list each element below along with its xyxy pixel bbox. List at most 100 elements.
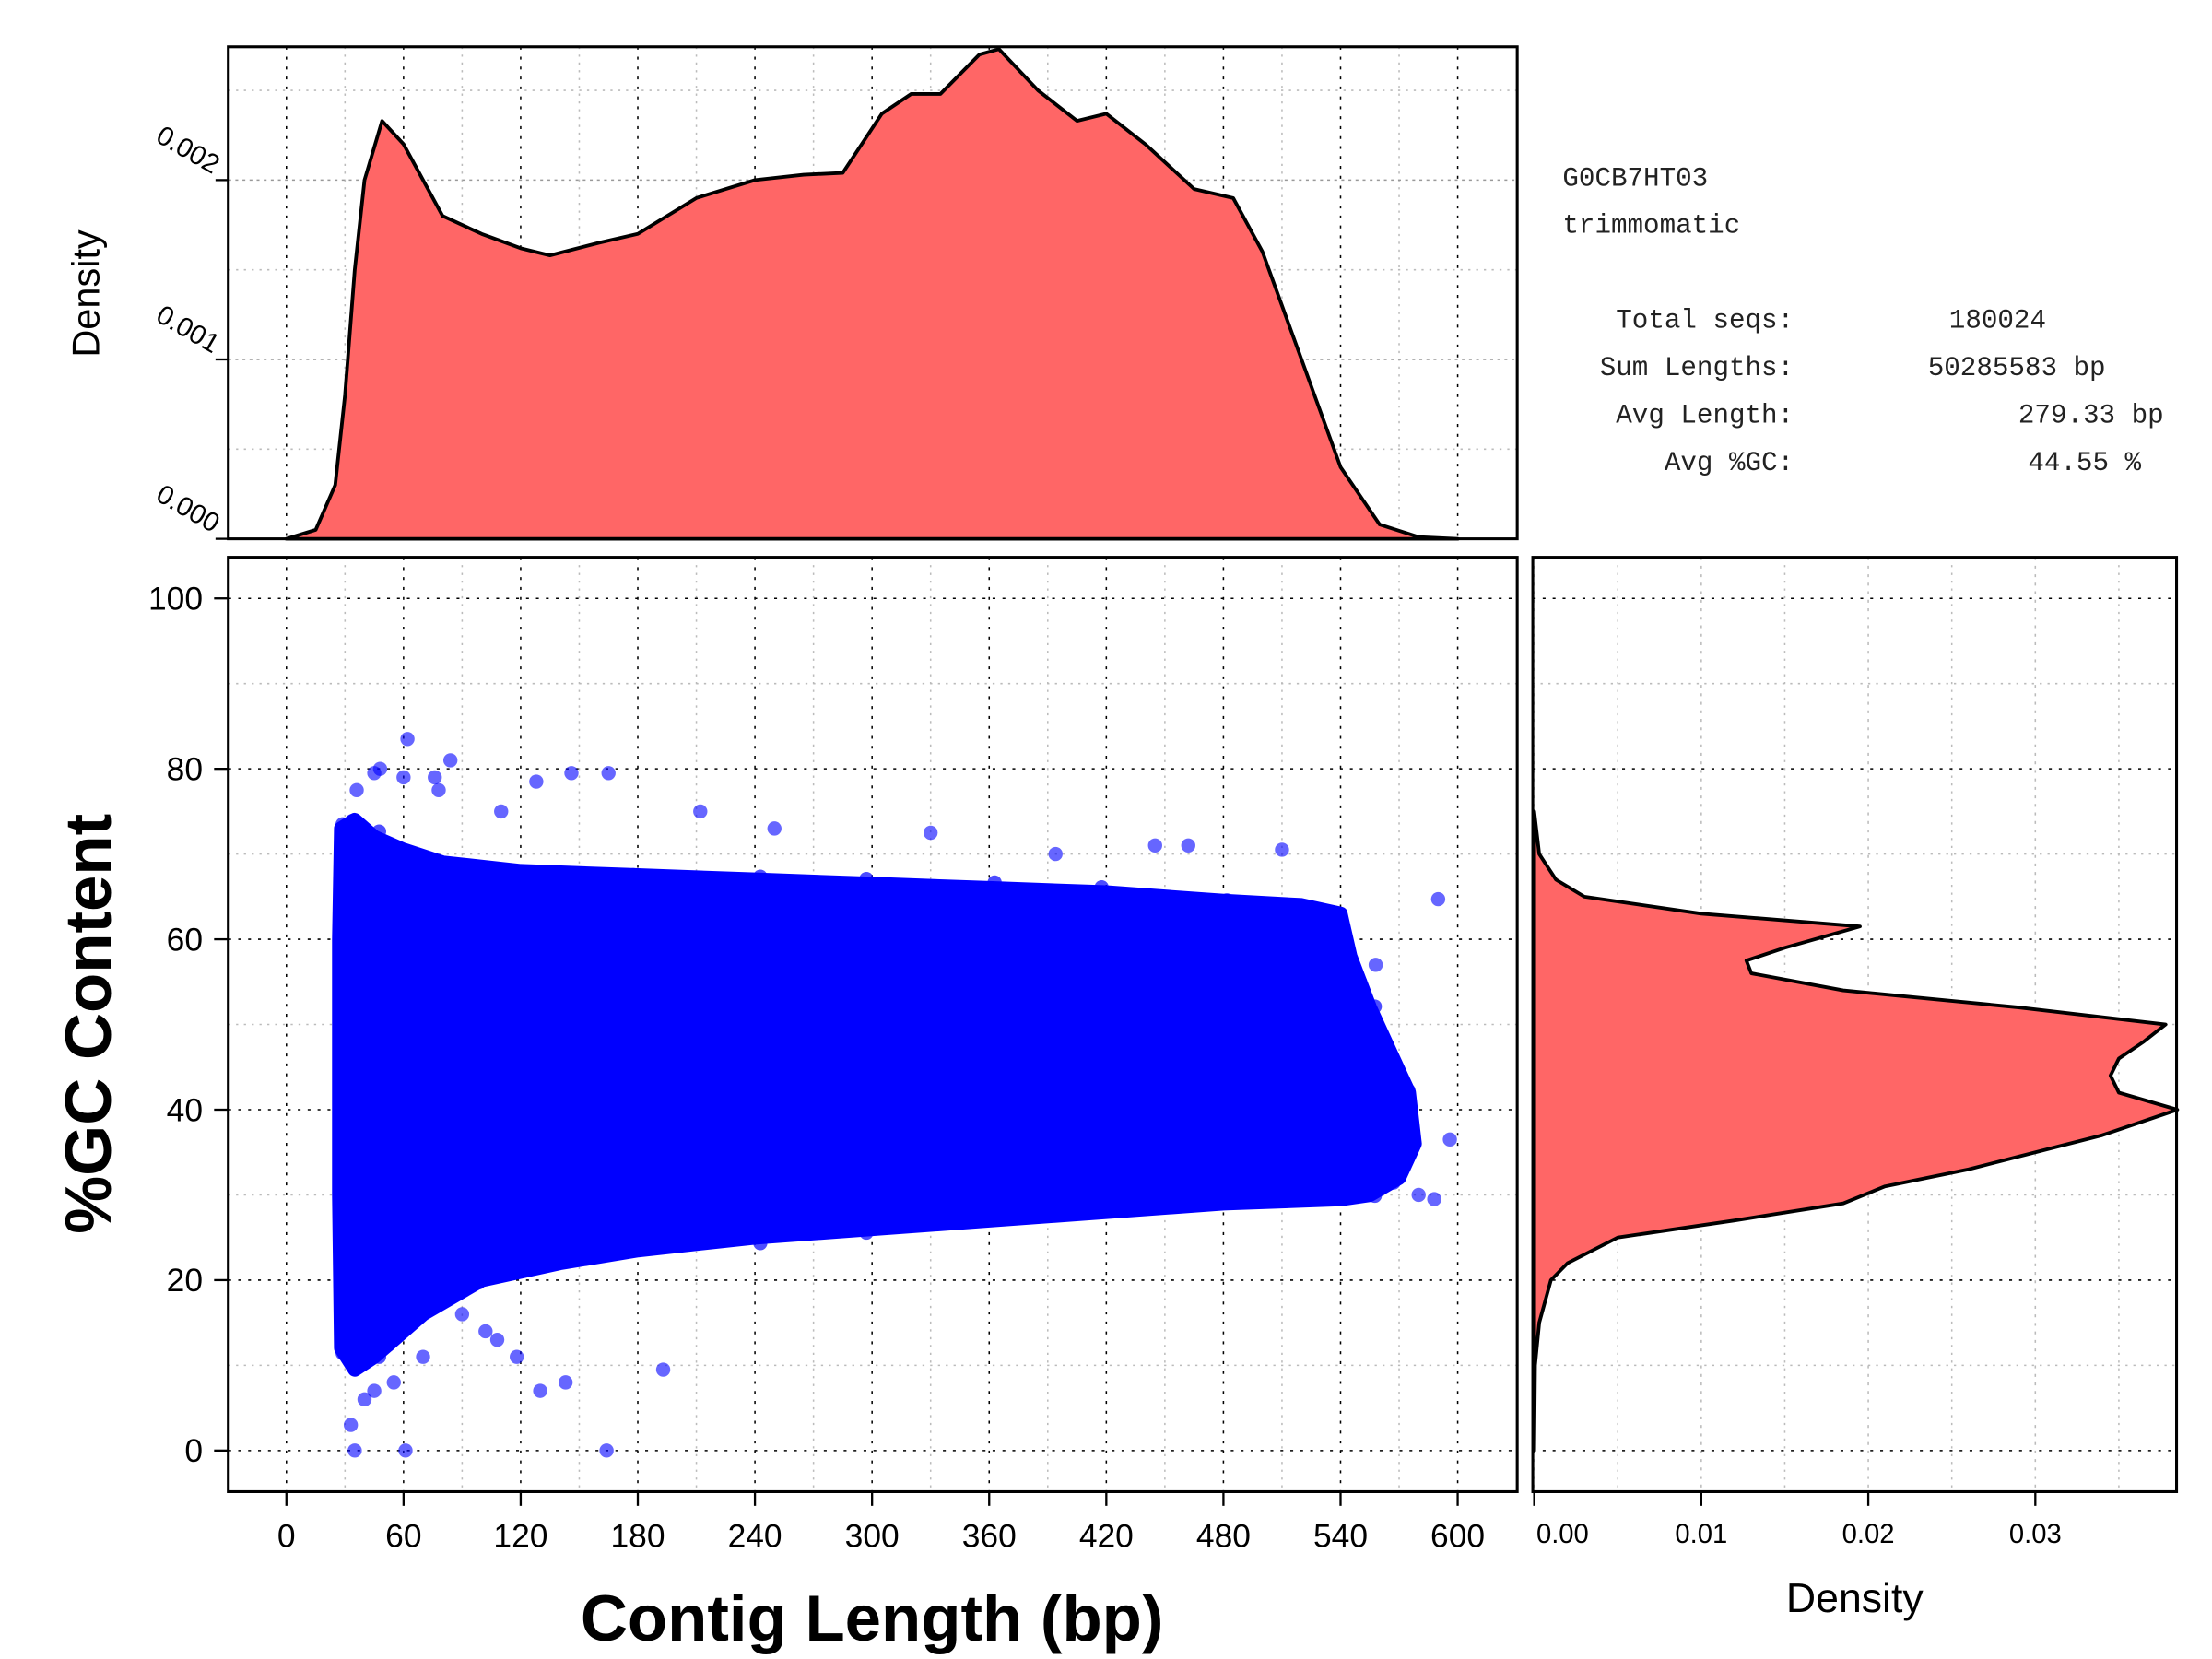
data-point: [533, 1383, 547, 1398]
data-point: [1379, 1037, 1394, 1052]
data-point: [564, 766, 579, 781]
data-point: [1386, 1175, 1401, 1190]
x-tick-label: 540: [1313, 1518, 1368, 1554]
data-point: [626, 867, 641, 883]
data-point: [599, 1443, 614, 1458]
data-point: [431, 782, 446, 797]
stats-box: G0CB7HT03 trimmomatic Total seqs: 180024 S…: [1562, 164, 2163, 478]
data-point: [386, 1375, 401, 1390]
x-tick-label: 0.01: [1675, 1520, 1727, 1549]
data-point: [471, 1275, 487, 1290]
data-point: [357, 1392, 372, 1407]
x-tick-label: 120: [493, 1518, 547, 1554]
x-tick-label: 360: [962, 1518, 1017, 1554]
data-point: [693, 804, 708, 819]
data-point: [1219, 893, 1234, 908]
data-point: [347, 1443, 362, 1458]
data-point: [601, 766, 616, 781]
data-point: [1406, 1135, 1422, 1150]
data-point: [753, 869, 768, 884]
x-tick-label: 0.02: [1842, 1520, 1895, 1549]
data-point: [1331, 912, 1347, 927]
data-point: [371, 824, 387, 839]
data-point: [1427, 1192, 1441, 1206]
data-point: [1430, 891, 1446, 907]
data-point: [454, 1307, 470, 1322]
data-point: [435, 1281, 450, 1296]
y-tick-label: 40: [167, 1092, 203, 1128]
data-point: [416, 1349, 430, 1364]
data-point: [337, 926, 352, 941]
data-point: [1331, 1190, 1347, 1205]
data-point: [442, 753, 458, 768]
data-point: [371, 1349, 387, 1364]
plot-border: [1531, 556, 2179, 1494]
data-point: [987, 1211, 1002, 1227]
data-point: [367, 1383, 382, 1398]
x-axis-label: Contig Length (bp): [581, 1582, 1164, 1654]
x-tick-label: 0: [277, 1518, 296, 1554]
tool-name: trimmomatic: [1562, 210, 1740, 241]
x-tick-label: 180: [610, 1518, 665, 1554]
data-point: [343, 1418, 359, 1432]
y-tick-label: 60: [167, 922, 203, 958]
data-point: [337, 1188, 352, 1204]
data-point: [1048, 846, 1063, 862]
data-point: [859, 871, 874, 887]
x-tick-label: 0.03: [2009, 1520, 2062, 1549]
stat-value: 50285583 bp: [1928, 353, 2106, 383]
data-point: [1147, 838, 1162, 853]
y-tick-label: 0.001: [151, 300, 224, 359]
data-point: [400, 732, 415, 747]
data-point: [1392, 1102, 1406, 1117]
stat-label: Total seqs:: [1616, 305, 1794, 335]
data-point: [396, 770, 411, 785]
density-area: [1532, 809, 2180, 1453]
plot-border: [227, 45, 1519, 541]
y-tick-label: 20: [167, 1263, 203, 1299]
data-point: [655, 1362, 671, 1377]
data-point: [1367, 1188, 1382, 1204]
data-point: [924, 825, 938, 841]
data-point: [1368, 958, 1383, 972]
x-tick-label: 60: [385, 1518, 421, 1554]
y-tick-label: 100: [148, 582, 203, 618]
stat-label: Sum Lengths:: [1600, 353, 1794, 383]
data-point: [1367, 999, 1382, 1014]
x-tick-label: 0.00: [1536, 1520, 1589, 1549]
data-point: [1352, 974, 1368, 989]
stat-value: 279.33 bp: [2018, 400, 2164, 430]
y-tick-label: 0: [184, 1433, 203, 1469]
data-point: [626, 1242, 641, 1257]
right-x-axis-label: Density: [1786, 1576, 1924, 1621]
y-tick-label: 0.002: [151, 121, 224, 180]
data-point: [753, 1236, 768, 1251]
data-point: [516, 866, 532, 881]
data-point: [1288, 900, 1303, 915]
stat-value: 44.55 %: [2028, 448, 2141, 478]
gc-density-panel: 0.00 0.01 0.02 0.03: [1531, 556, 2180, 1549]
x-tick-label: 600: [1430, 1518, 1485, 1554]
data-point: [767, 821, 782, 836]
length-density-panel: 0.000 0.001 0.002: [151, 45, 1519, 541]
data-point: [558, 1250, 573, 1265]
data-point: [1411, 1187, 1426, 1203]
data-point: [429, 861, 444, 876]
x-tick-label: 300: [845, 1518, 900, 1554]
x-tick-label: 240: [728, 1518, 782, 1554]
top-y-axis-label: Density: [65, 229, 108, 358]
stat-label: Avg Length:: [1616, 400, 1794, 430]
data-point: [345, 813, 359, 829]
data-point: [1382, 1145, 1397, 1159]
data-point: [420, 1301, 435, 1316]
data-point: [335, 1346, 350, 1360]
data-point: [428, 770, 442, 785]
data-point: [1094, 880, 1109, 895]
data-point: [558, 1375, 573, 1390]
data-point: [1401, 1083, 1416, 1098]
density-area: [284, 47, 1460, 541]
data-point: [1094, 1199, 1109, 1214]
data-point: [367, 766, 382, 781]
